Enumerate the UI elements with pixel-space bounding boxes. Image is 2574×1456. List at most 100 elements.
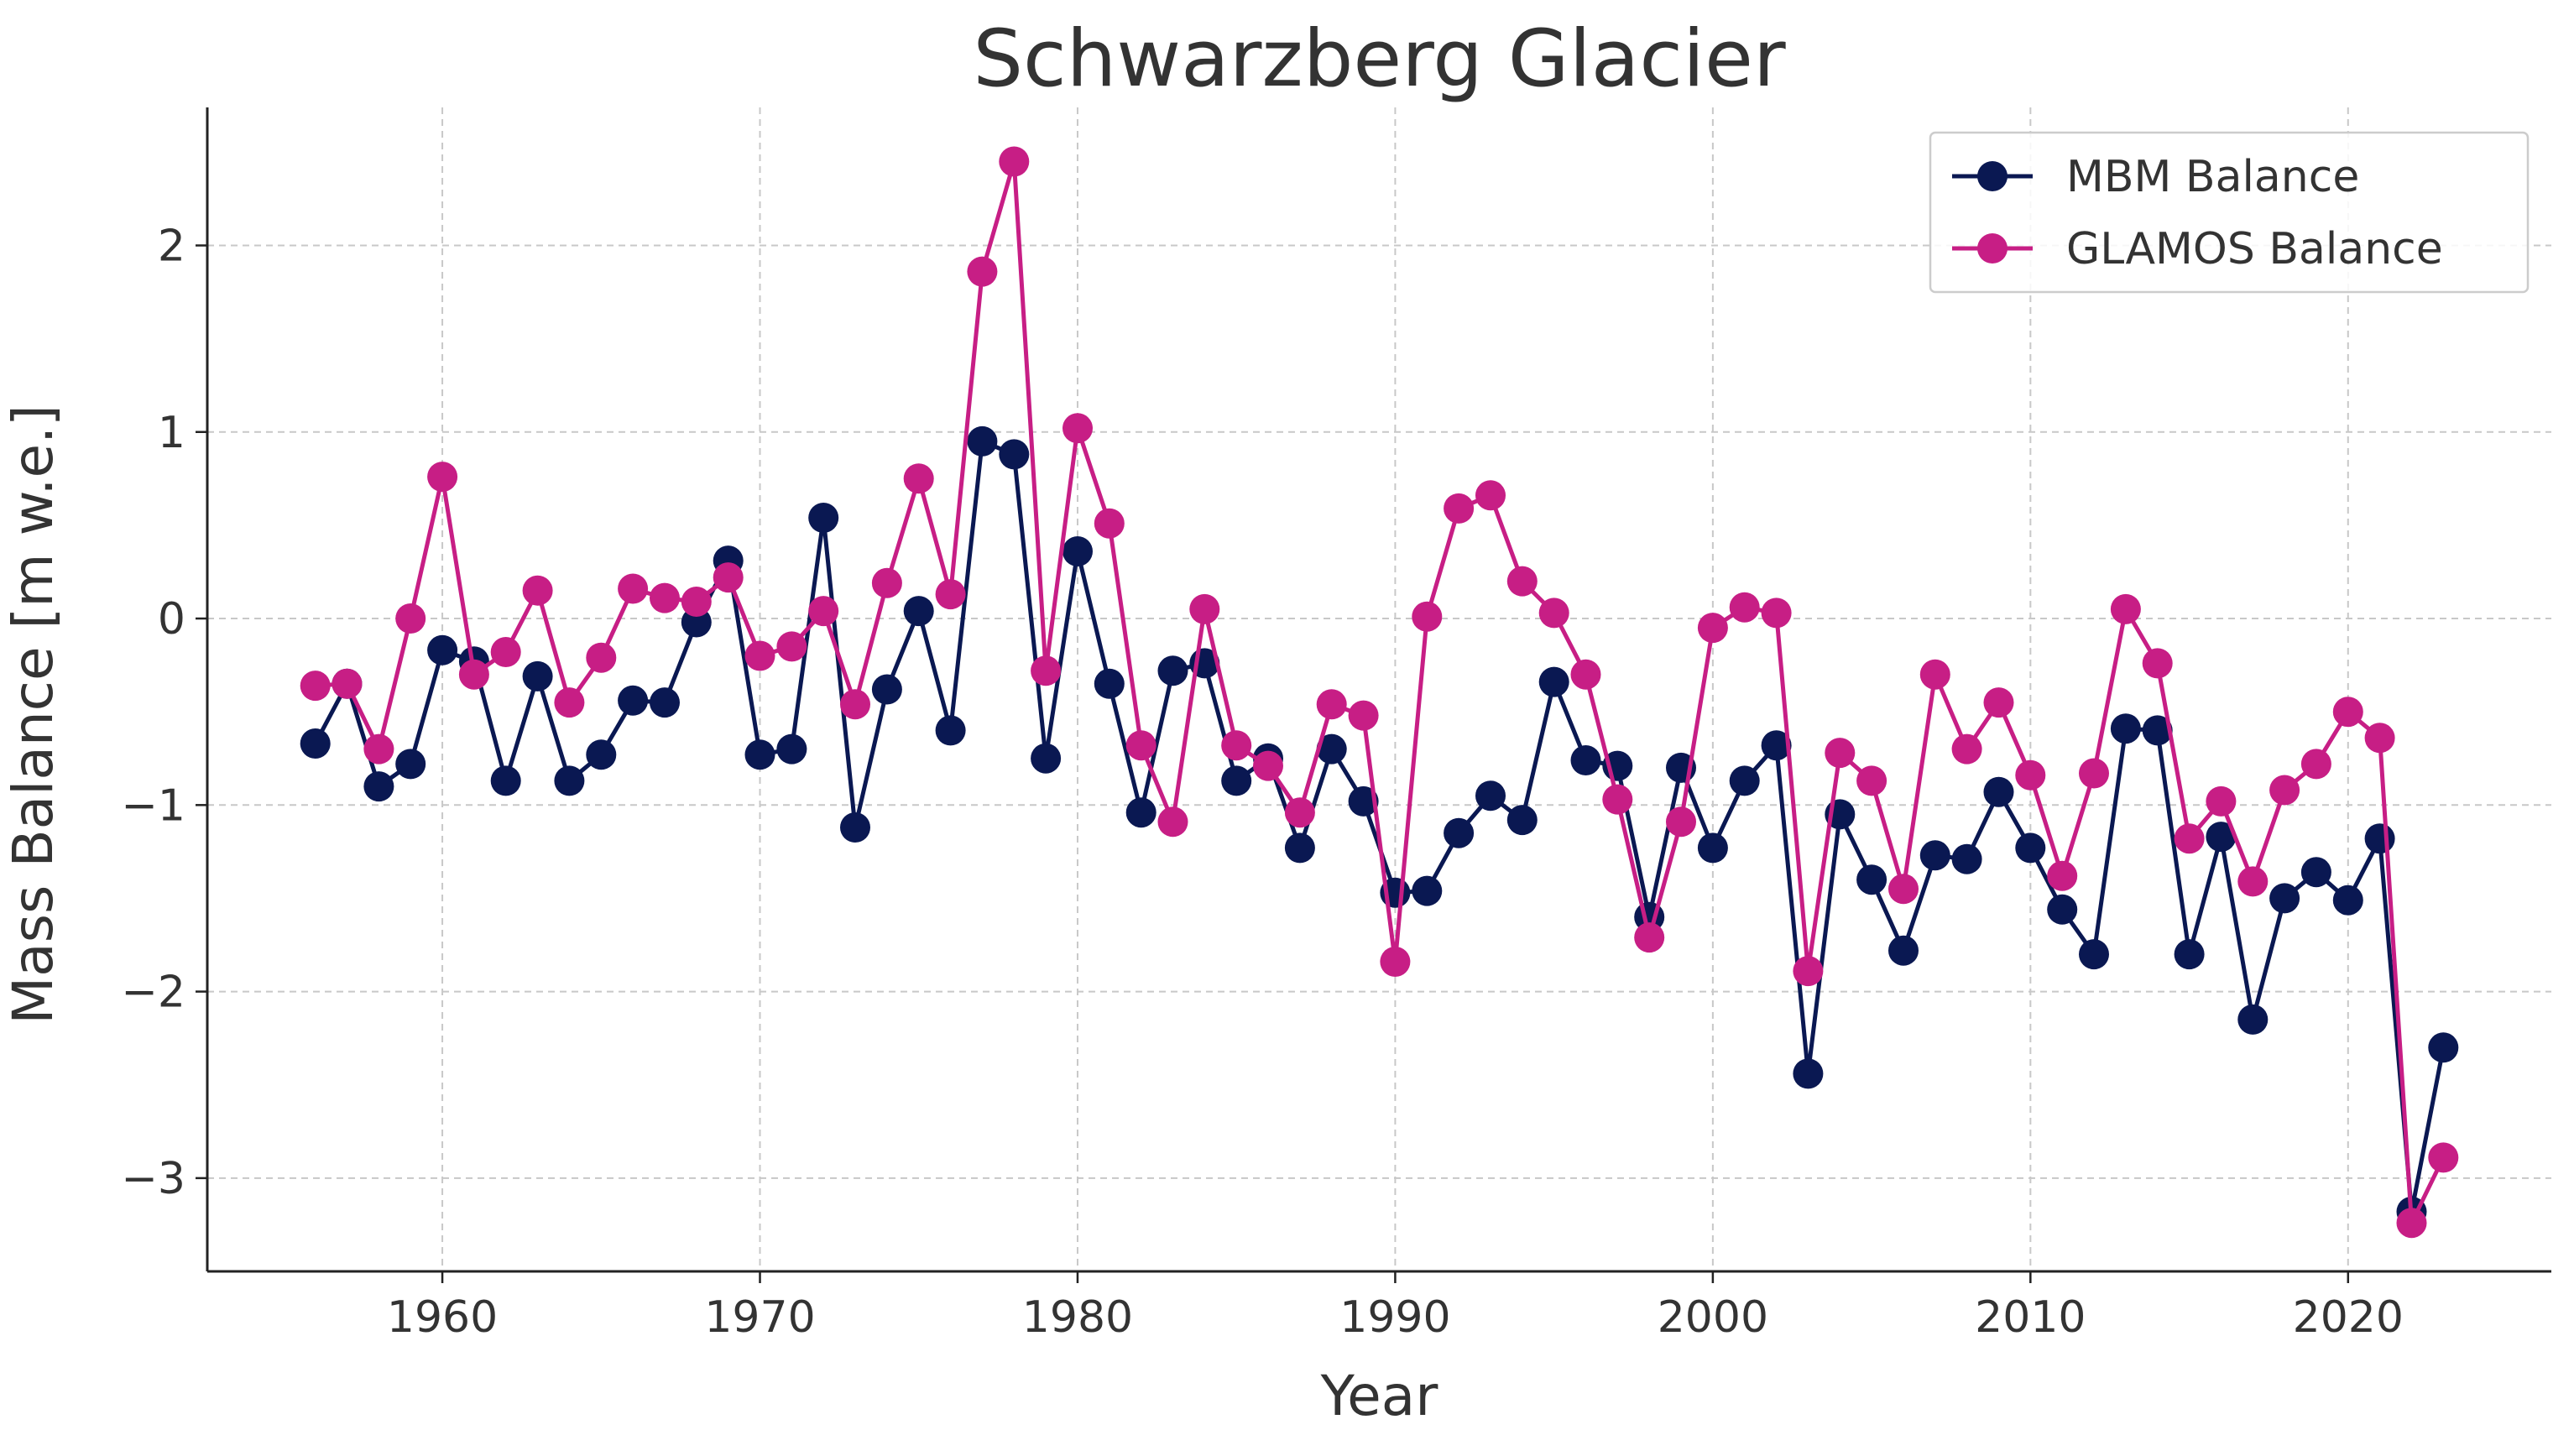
data-point <box>395 603 426 634</box>
data-point <box>1284 832 1315 864</box>
data-point <box>586 642 617 673</box>
data-point <box>1888 874 1919 905</box>
data-point <box>1793 1058 1824 1089</box>
data-point <box>1697 832 1728 864</box>
data-point <box>1316 733 1347 765</box>
data-point <box>1729 765 1760 796</box>
data-point <box>650 687 680 718</box>
y-axis-title: Mass Balance [m w.e.] <box>1 404 65 1025</box>
axes-layer <box>206 107 2551 1273</box>
data-point <box>1856 765 1887 796</box>
data-point <box>840 689 870 720</box>
data-point <box>2428 1032 2459 1063</box>
data-point <box>1094 508 1125 539</box>
data-point <box>903 596 934 627</box>
data-point <box>2269 775 2300 806</box>
data-point <box>1919 659 1950 690</box>
data-point <box>2110 713 2141 744</box>
data-point <box>808 503 839 533</box>
data-point <box>2047 894 2078 925</box>
data-point <box>2396 1208 2427 1239</box>
data-point <box>554 765 585 796</box>
data-point <box>2015 759 2046 791</box>
data-point <box>1666 806 1696 838</box>
data-point <box>1316 689 1347 720</box>
data-point <box>1697 613 1728 644</box>
data-point <box>1348 700 1379 731</box>
data-point <box>1221 765 1252 796</box>
series-layer <box>300 146 2459 1239</box>
legend-label: MBM Balance <box>2066 152 2359 202</box>
data-point <box>808 596 839 627</box>
data-point <box>2079 758 2109 789</box>
data-point <box>1825 738 1856 769</box>
data-point <box>554 687 585 718</box>
data-point <box>967 256 998 287</box>
x-tick-label: 2010 <box>1975 1292 2086 1343</box>
data-point <box>1157 655 1188 686</box>
data-point <box>776 631 807 662</box>
data-point <box>1506 566 1538 597</box>
y-tick-label: 0 <box>158 594 185 645</box>
y-tick-label: −2 <box>121 968 185 1018</box>
data-point <box>744 739 775 770</box>
data-point <box>744 640 775 671</box>
data-point <box>1125 797 1156 828</box>
legend-label: GLAMOS Balance <box>2066 224 2443 274</box>
data-point <box>1189 593 1220 624</box>
data-point <box>1506 805 1538 836</box>
data-point <box>871 674 902 705</box>
data-point <box>2237 1004 2269 1035</box>
data-point <box>1157 806 1188 838</box>
data-point <box>1475 780 1506 811</box>
data-point <box>2300 857 2331 888</box>
x-axis-title: Year <box>1320 1364 1439 1428</box>
data-point <box>2269 883 2300 914</box>
data-point <box>2110 593 2141 624</box>
y-tick-label: −3 <box>121 1154 185 1204</box>
data-point <box>458 659 489 690</box>
data-point <box>1412 875 1443 906</box>
data-point <box>2206 822 2237 853</box>
data-point <box>1634 922 1665 953</box>
data-point <box>840 812 870 843</box>
data-point <box>1062 536 1093 566</box>
data-point <box>427 634 458 665</box>
data-point <box>1729 592 1760 623</box>
data-point <box>903 463 934 494</box>
data-point <box>300 671 331 702</box>
data-point <box>1602 784 1633 815</box>
data-point <box>2428 1142 2459 1173</box>
data-point <box>1221 730 1252 761</box>
data-point <box>999 146 1030 177</box>
data-point <box>1475 480 1506 511</box>
data-point <box>363 771 394 802</box>
data-point <box>2332 697 2363 728</box>
data-point <box>1538 666 1569 697</box>
data-point <box>522 575 553 606</box>
data-point <box>2015 832 2046 864</box>
legend-marker <box>1977 161 2008 191</box>
data-point <box>2174 939 2205 970</box>
data-point <box>1570 659 1601 690</box>
data-point <box>1983 687 2014 718</box>
data-point <box>1444 493 1475 524</box>
data-point <box>2047 860 2078 891</box>
data-point <box>1856 864 1887 895</box>
data-point <box>1125 730 1156 761</box>
data-point <box>1444 817 1475 848</box>
data-point <box>1888 935 1919 966</box>
y-tick-label: −1 <box>121 780 185 831</box>
data-point <box>776 733 807 765</box>
data-point <box>2142 715 2173 746</box>
data-point <box>1284 797 1315 828</box>
data-point <box>2237 866 2269 897</box>
data-point <box>967 425 998 457</box>
data-point <box>490 637 521 667</box>
ticks-layer: 1960 1970 1980 1990 2000 2010 2020 −3 −2 −1 0 1 2 <box>121 221 2404 1343</box>
data-point <box>2300 749 2331 780</box>
data-point <box>935 579 966 610</box>
legend-box <box>1929 131 2530 294</box>
